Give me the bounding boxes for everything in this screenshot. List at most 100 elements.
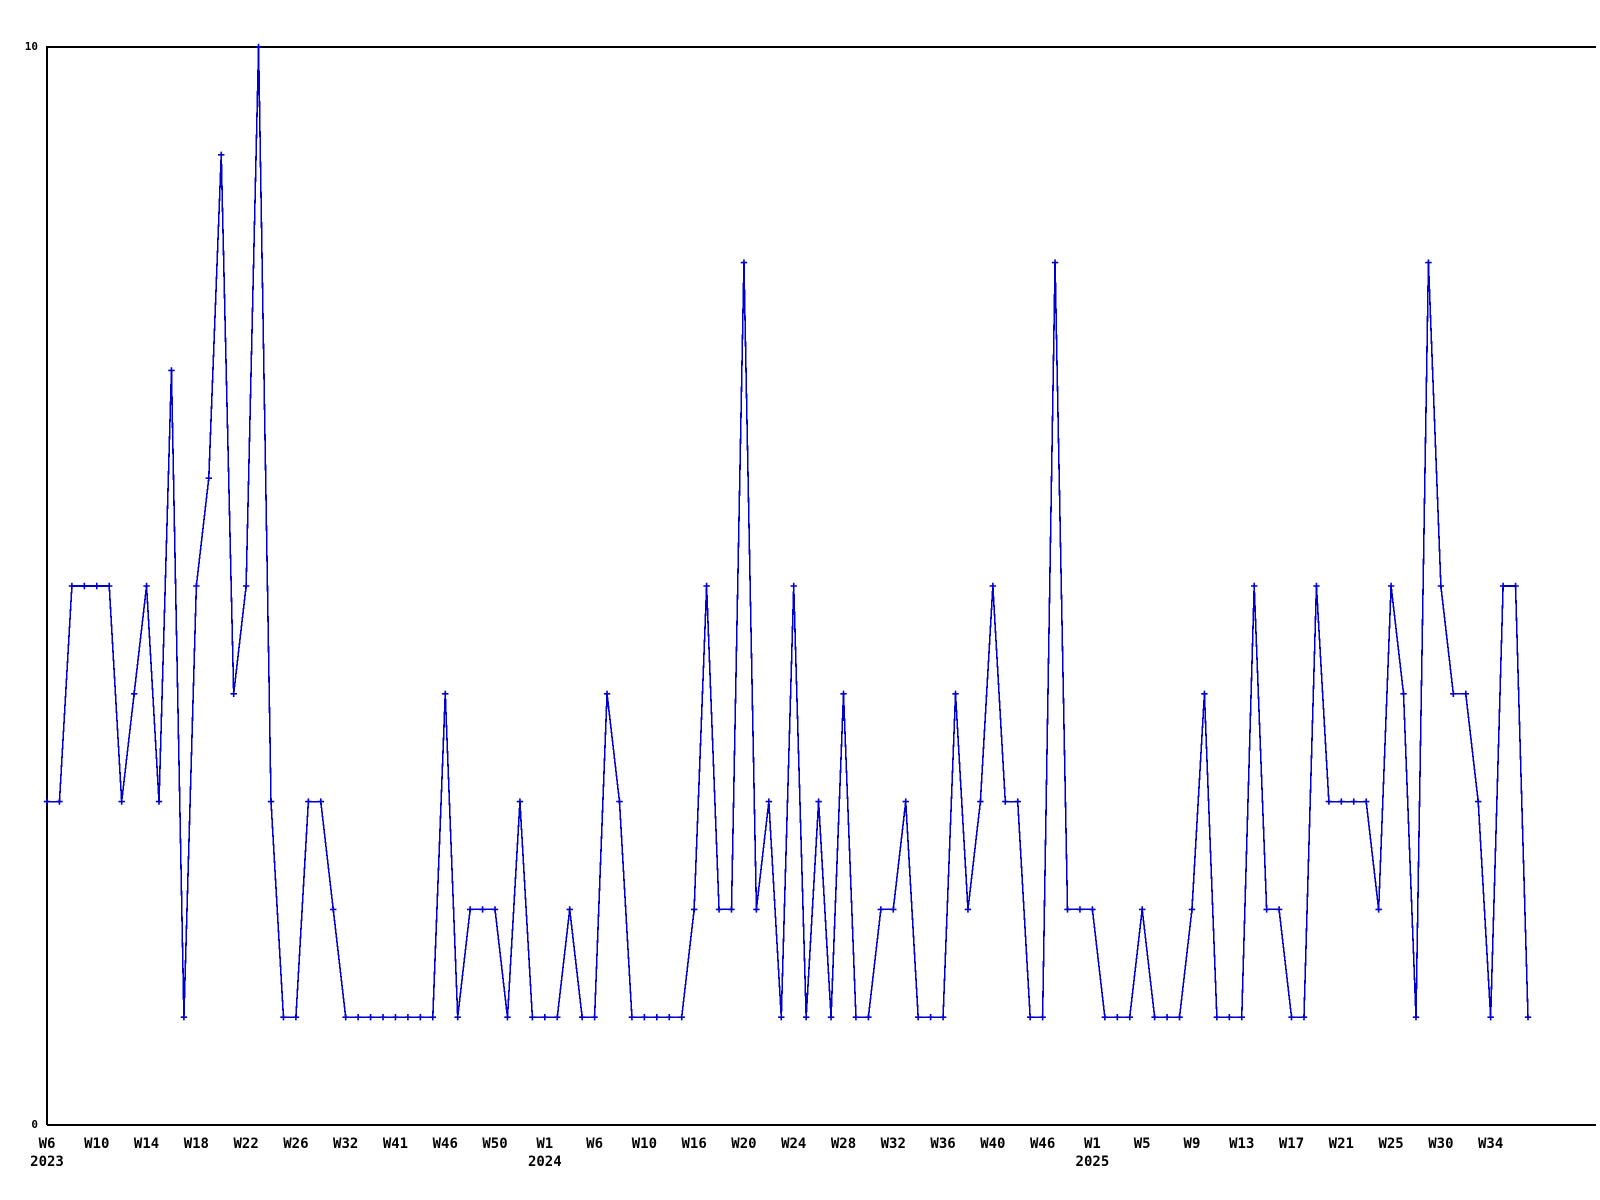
- data-point-marker: [193, 582, 200, 590]
- data-point-marker: [1089, 906, 1096, 913]
- data-point-marker: [280, 1014, 287, 1021]
- data-point-marker: [255, 43, 262, 51]
- data-point-marker: [367, 1014, 374, 1021]
- data-point-marker: [392, 1014, 399, 1021]
- data-point-marker: [566, 906, 573, 913]
- data-point-marker: [1338, 798, 1345, 805]
- data-point-marker: [1039, 1014, 1046, 1021]
- x-tick-label: W6: [586, 1136, 603, 1152]
- data-point-marker: [890, 906, 897, 913]
- x-tick-label: W21: [1329, 1136, 1354, 1152]
- x-tick-label: W9: [1184, 1136, 1201, 1152]
- data-point-marker: [1487, 1014, 1494, 1021]
- data-point-marker: [1251, 582, 1258, 590]
- y-tick-label: 0: [31, 1118, 38, 1131]
- data-point-marker: [678, 1014, 685, 1021]
- data-point-marker: [155, 798, 163, 805]
- data-point-marker: [168, 367, 175, 374]
- data-point-marker: [118, 798, 125, 805]
- series-line-path: [47, 46, 1529, 1018]
- data-point-marker: [1375, 906, 1382, 913]
- data-point-marker: [1263, 906, 1270, 913]
- data-point-marker: [1350, 798, 1357, 805]
- data-point-marker: [1201, 690, 1208, 697]
- x-tick-label: W17: [1279, 1136, 1304, 1152]
- data-point-marker: [516, 798, 524, 805]
- x-tick-label: W36: [930, 1136, 955, 1152]
- data-point-marker: [1499, 582, 1507, 590]
- x-tick-label: W5: [1134, 1136, 1151, 1152]
- data-point-marker: [877, 906, 885, 913]
- data-series-group: [43, 43, 1532, 1021]
- plot-axes: [46, 46, 1596, 1126]
- data-point-marker: [429, 1014, 437, 1021]
- x-tick-label: W6: [39, 1136, 56, 1152]
- x-tick-year-label: 2025: [1076, 1154, 1110, 1170]
- data-point-marker: [1026, 1014, 1034, 1021]
- data-point-marker: [865, 1014, 872, 1021]
- data-point-marker: [354, 1014, 362, 1021]
- data-point-marker: [628, 1014, 636, 1021]
- data-point-marker: [1176, 1014, 1183, 1021]
- data-point-marker: [1387, 582, 1395, 590]
- data-point-marker: [977, 798, 984, 805]
- data-point-marker: [379, 1014, 387, 1021]
- data-point-marker: [180, 1014, 188, 1021]
- data-point-marker: [1325, 798, 1333, 805]
- x-tick-label: W20: [731, 1136, 756, 1152]
- data-point-marker: [1051, 259, 1059, 266]
- data-point-marker: [1300, 1014, 1308, 1021]
- x-tick-label: W1: [536, 1136, 553, 1152]
- data-point-marker: [1126, 1014, 1133, 1021]
- data-point-marker: [1275, 906, 1283, 913]
- data-point-marker: [989, 582, 997, 590]
- data-point-marker: [1425, 259, 1432, 266]
- data-point-marker: [840, 690, 847, 697]
- data-point-marker: [939, 1014, 947, 1021]
- data-point-marker: [1163, 1014, 1171, 1021]
- data-point-marker: [93, 582, 100, 590]
- data-point-marker: [68, 582, 76, 590]
- data-point-marker: [666, 1014, 673, 1021]
- x-tick-label: W40: [980, 1136, 1005, 1152]
- x-tick-label: W22: [233, 1136, 258, 1152]
- data-point-marker: [827, 1014, 835, 1021]
- x-tick-label: W46: [1030, 1136, 1055, 1152]
- data-point-marker: [690, 906, 698, 913]
- x-tick-label: W28: [831, 1136, 856, 1152]
- data-point-marker: [479, 906, 486, 913]
- data-point-marker: [317, 798, 324, 805]
- data-point-marker: [1412, 1014, 1420, 1021]
- data-point-marker: [952, 690, 959, 697]
- x-tick-label: W30: [1428, 1136, 1453, 1152]
- data-point-marker: [330, 906, 337, 913]
- data-point-marker: [442, 690, 449, 697]
- data-point-marker: [554, 1014, 561, 1021]
- data-point-marker: [504, 1014, 511, 1021]
- data-point-marker: [964, 906, 972, 913]
- data-point-marker: [81, 582, 88, 590]
- data-point-marker: [1138, 906, 1146, 913]
- data-point-marker: [466, 906, 474, 913]
- x-tick-year-label: 2023: [30, 1154, 64, 1170]
- data-point-marker: [1524, 1014, 1532, 1021]
- axis-lines: [46, 46, 1596, 1126]
- data-point-marker: [1213, 1014, 1221, 1021]
- data-point-marker: [491, 906, 499, 913]
- data-point-marker: [728, 906, 735, 913]
- data-point-marker: [1076, 906, 1084, 913]
- data-point-marker: [715, 906, 723, 913]
- data-point-marker: [1226, 1014, 1233, 1021]
- data-point-marker: [342, 1014, 349, 1021]
- x-tick-label: W10: [632, 1136, 657, 1152]
- data-point-marker: [1450, 690, 1457, 697]
- data-point-marker: [1313, 582, 1320, 590]
- data-point-marker: [106, 582, 113, 590]
- data-point-marker: [753, 906, 760, 913]
- data-point-marker: [230, 690, 237, 697]
- data-point-marker: [1114, 1014, 1121, 1021]
- x-tick-year-label: 2024: [528, 1154, 562, 1170]
- data-point-marker: [591, 1014, 598, 1021]
